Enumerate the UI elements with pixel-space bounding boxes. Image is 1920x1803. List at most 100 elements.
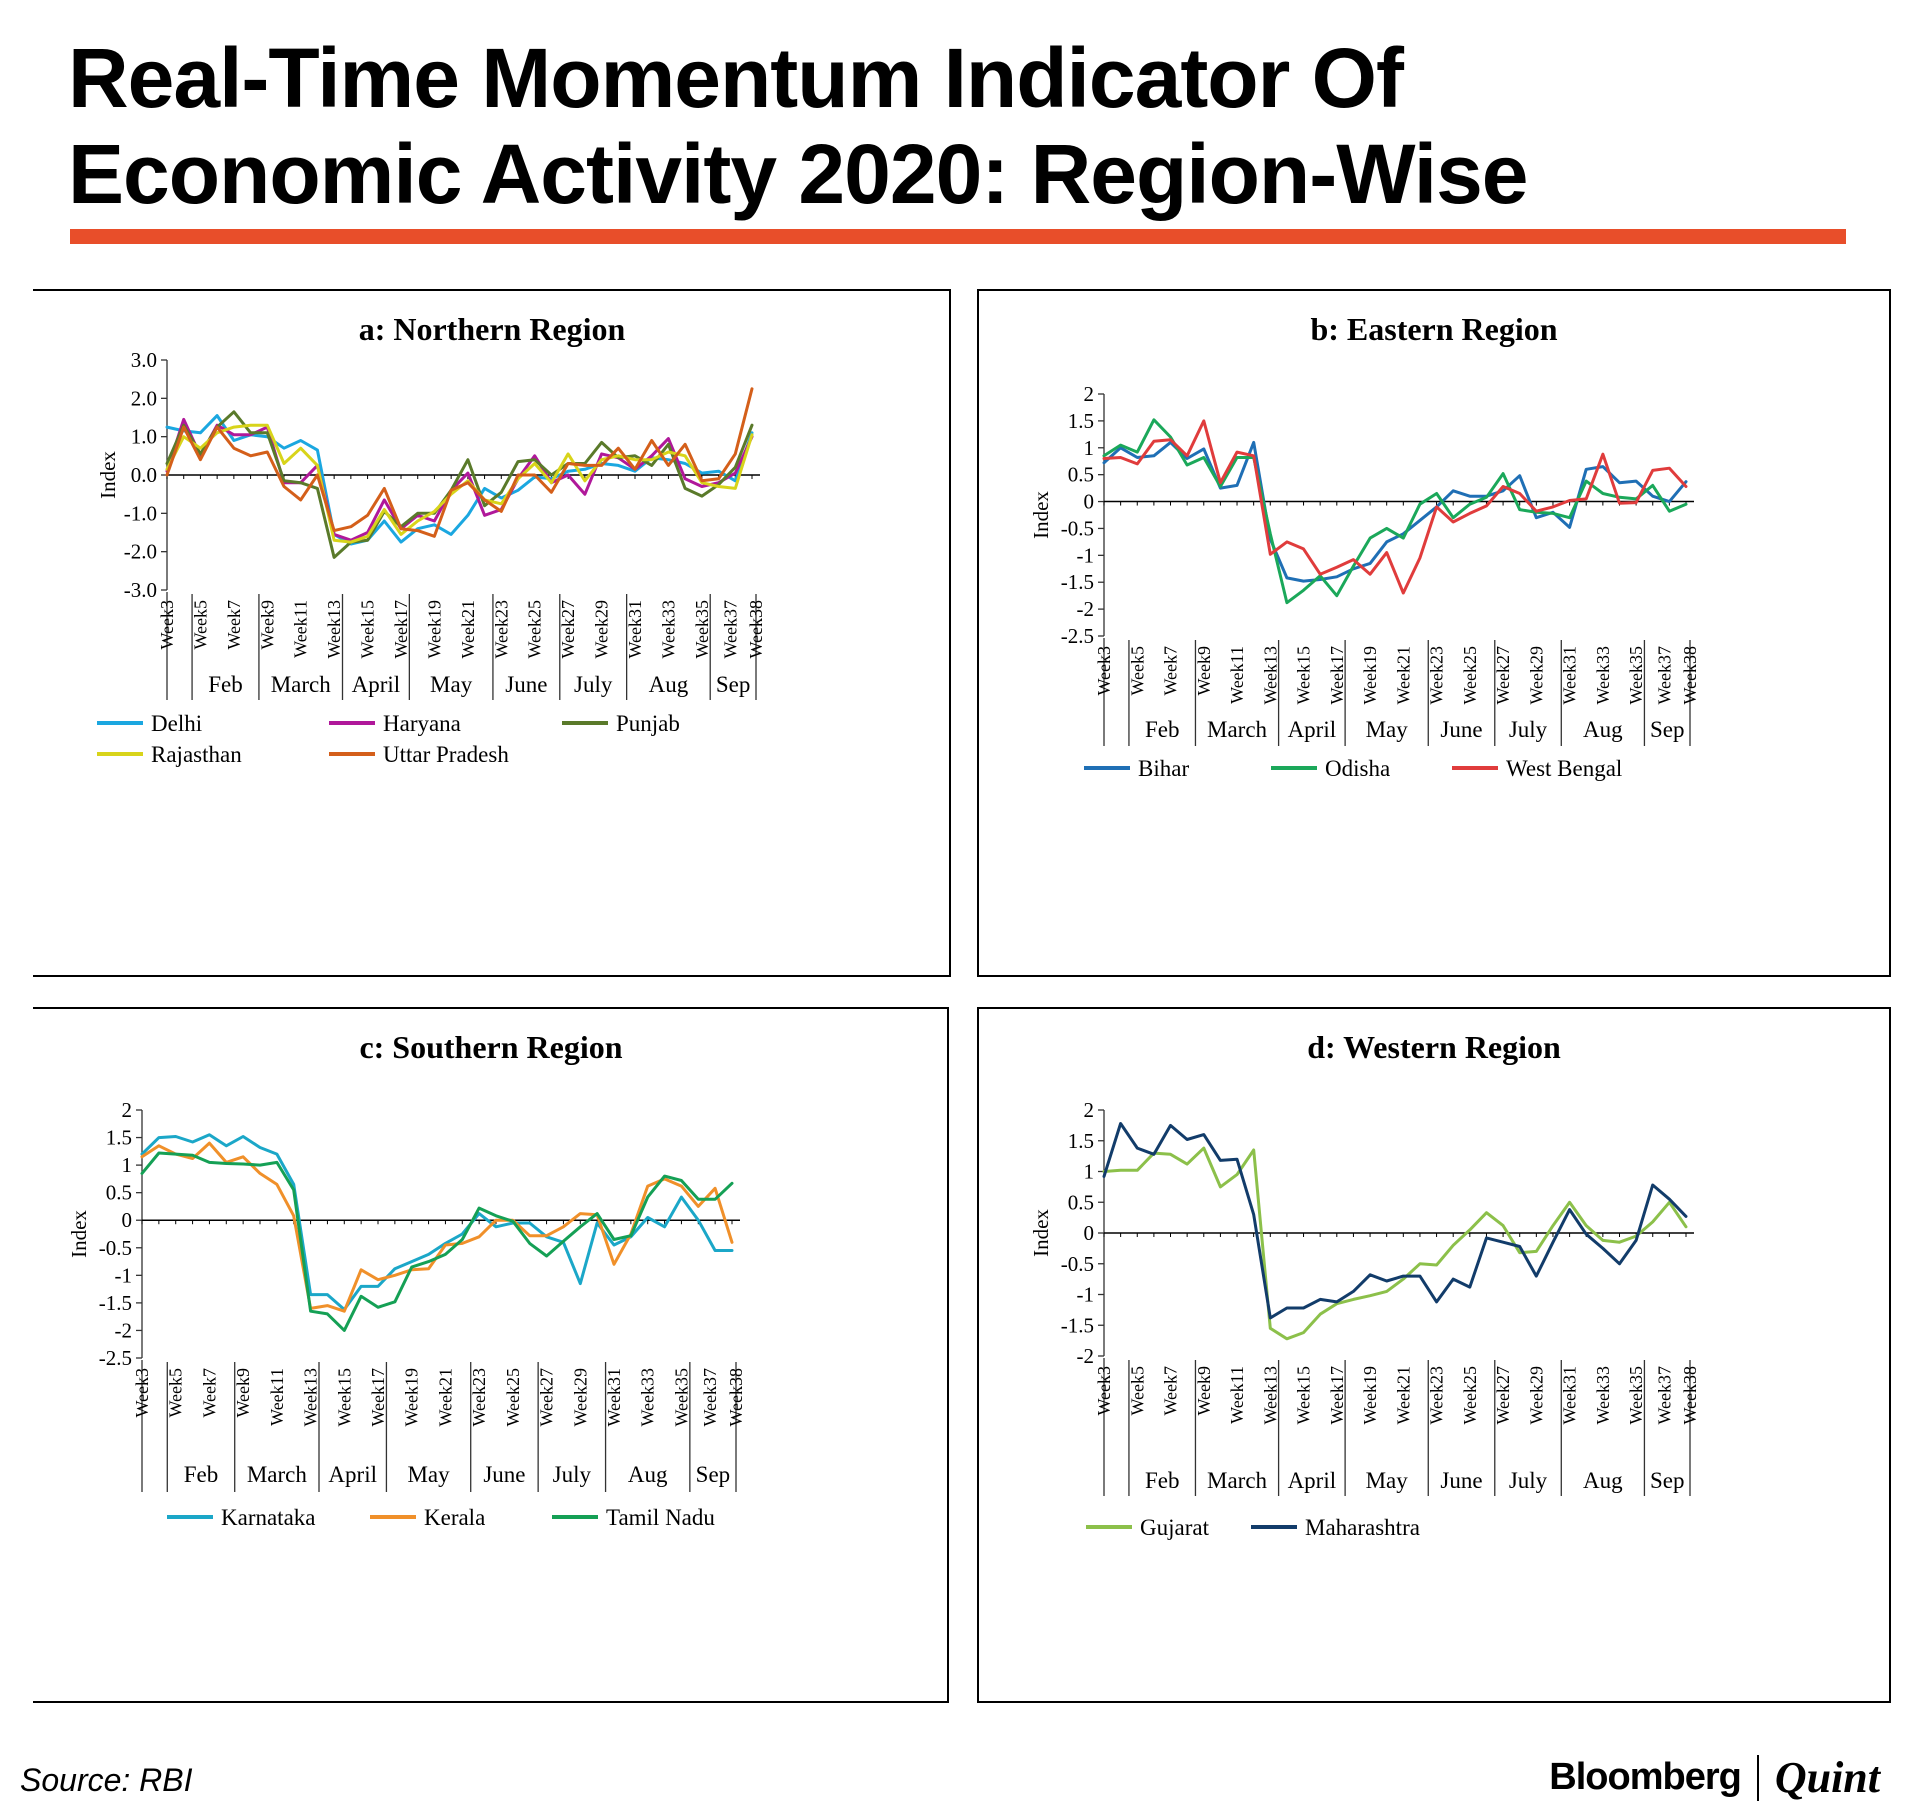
- y-tick-label: -2.5: [99, 1346, 132, 1370]
- y-tick-label: -1.5: [99, 1291, 132, 1315]
- y-tick-label: -1.0: [124, 501, 157, 525]
- legend-label-punjab: Punjab: [616, 711, 680, 736]
- y-tick-label: -1: [1077, 543, 1095, 567]
- x-tick-label: Week38: [1680, 1366, 1700, 1425]
- x-tick-label: Week19: [402, 1368, 422, 1427]
- x-tick-label: Week9: [1194, 1366, 1214, 1416]
- x-tick-label: Week19: [1360, 646, 1380, 705]
- y-tick-label: 2.0: [131, 386, 157, 410]
- y-tick-label: 1.0: [131, 425, 157, 449]
- series-line-odisha: [1102, 418, 1688, 605]
- x-month-label: July: [574, 672, 613, 697]
- x-month-label: Feb: [184, 1462, 219, 1487]
- x-tick-label: Week19: [1360, 1366, 1380, 1425]
- y-tick-label: 1: [1084, 1160, 1095, 1184]
- x-month-label: Feb: [1145, 1468, 1180, 1493]
- x-tick-label: Week37: [1654, 1366, 1674, 1425]
- y-tick-label: -3.0: [124, 578, 157, 602]
- x-tick-label: Week25: [1460, 646, 1480, 705]
- x-tick-label: Week27: [537, 1368, 557, 1427]
- x-tick-label: Week31: [625, 600, 645, 659]
- x-tick-label: Week33: [1593, 1366, 1613, 1425]
- x-tick-label: Week38: [726, 1368, 746, 1427]
- y-tick-label: 0.5: [1068, 1190, 1094, 1214]
- legend-label-uttar-pradesh: Uttar Pradesh: [383, 742, 509, 767]
- page-title: Real-Time Momentum Indicator Of Economic…: [68, 30, 1848, 222]
- y-tick-label: -2: [1077, 597, 1095, 621]
- x-month-label: March: [1207, 1468, 1268, 1493]
- x-tick-label: Week15: [358, 600, 378, 659]
- y-tick-label: -2.5: [1061, 624, 1094, 648]
- x-tick-label: Week29: [1526, 646, 1546, 705]
- title-line-1: Real-Time Momentum Indicator Of: [68, 31, 1404, 125]
- legend-label-karnataka: Karnataka: [221, 1505, 316, 1530]
- series-line-uttar-pradesh: [165, 387, 754, 538]
- x-tick-label: Week25: [1460, 1366, 1480, 1425]
- chart-title: b: Eastern Region: [1310, 311, 1557, 347]
- x-month-label: April: [1288, 717, 1337, 742]
- chart-svg-3: d: Western Region 2 1.5 1 0.5 0 -0.5 -1 -1.5 -2 In…: [977, 1007, 1891, 1703]
- x-month-label: June: [1440, 717, 1482, 742]
- x-month-label: April: [352, 672, 401, 697]
- chart-svg-0: a: Northern Region 3.0 2.0 1.0 0.0 -1.0 -2.0 -3…: [33, 289, 951, 977]
- x-month-label: June: [483, 1462, 525, 1487]
- y-tick-label: 0.5: [106, 1181, 132, 1205]
- x-month-label: March: [1207, 717, 1268, 742]
- x-month-label: July: [1509, 717, 1548, 742]
- title-accent-rule: [70, 229, 1846, 244]
- title-line-2: Economic Activity 2020: Region-Wise: [68, 127, 1529, 221]
- source-note: Source: RBI: [20, 1762, 193, 1798]
- x-tick-label: Week23: [1427, 1366, 1447, 1425]
- x-month-label: June: [505, 672, 547, 697]
- legend-label-tamil-nadu: Tamil Nadu: [606, 1505, 715, 1530]
- x-tick-label: Week9: [233, 1368, 253, 1418]
- y-axis-label: Index: [96, 451, 120, 499]
- x-tick-label: Week15: [1294, 646, 1314, 705]
- y-tick-label: -0.5: [99, 1236, 132, 1260]
- x-tick-label: Week15: [334, 1368, 354, 1427]
- x-tick-label: Week15: [1294, 1366, 1314, 1425]
- series-line-haryana: [165, 417, 754, 542]
- x-month-label: Aug: [1583, 717, 1623, 742]
- y-tick-label: 1: [122, 1153, 133, 1177]
- x-month-label: Sep: [716, 672, 751, 697]
- series-line-punjab: [165, 410, 754, 559]
- series-line-gujarat: [1102, 1146, 1688, 1341]
- x-tick-label: Week11: [1227, 1366, 1247, 1424]
- y-tick-label: -1.5: [1061, 570, 1094, 594]
- x-tick-label: Week7: [1161, 1366, 1181, 1416]
- chart-title: c: Southern Region: [359, 1029, 622, 1065]
- x-tick-label: Week33: [658, 600, 678, 659]
- x-tick-label: Week5: [1127, 646, 1147, 696]
- chart-title: a: Northern Region: [359, 311, 626, 347]
- x-tick-label: Week38: [746, 600, 766, 659]
- y-axis-label: Index: [1029, 1209, 1053, 1257]
- chart-panel-western: d: Western Region 2 1.5 1 0.5 0 -0.5 -1 -1.5 -2 In…: [976, 1006, 1892, 1704]
- y-tick-label: 1.5: [106, 1126, 132, 1150]
- x-tick-label: Week35: [1626, 1366, 1646, 1425]
- x-tick-label: Week9: [257, 600, 277, 650]
- x-tick-label: Week3: [157, 600, 177, 650]
- x-tick-label: Week5: [1127, 1366, 1147, 1416]
- x-tick-label: Week13: [1260, 1366, 1280, 1425]
- x-tick-label: Week13: [1260, 646, 1280, 705]
- x-tick-label: Week3: [1094, 646, 1114, 696]
- series-line-tamil-nadu: [140, 1151, 734, 1332]
- legend-label-delhi: Delhi: [151, 711, 202, 736]
- x-tick-label: Week33: [638, 1368, 658, 1427]
- x-tick-label: Week31: [1560, 1366, 1580, 1425]
- x-tick-label: Week37: [1654, 646, 1674, 705]
- x-tick-label: Week37: [700, 1368, 720, 1427]
- x-tick-label: Week35: [1626, 646, 1646, 705]
- x-month-label: April: [328, 1462, 377, 1487]
- x-month-label: Sep: [696, 1462, 731, 1487]
- y-tick-label: -0.5: [1061, 516, 1094, 540]
- x-tick-label: Week7: [224, 600, 244, 650]
- y-axis-label: Index: [67, 1210, 91, 1258]
- series-line-maharashtra: [1102, 1122, 1688, 1320]
- x-tick-label: Week25: [525, 600, 545, 659]
- chart-svg-1: b: Eastern Region 2 1.5 1 0.5 0-0.5 -1 -1.5 -2 -2…: [977, 289, 1891, 977]
- x-month-label: March: [271, 672, 332, 697]
- x-tick-label: Week29: [570, 1368, 590, 1427]
- x-month-label: Aug: [649, 672, 689, 697]
